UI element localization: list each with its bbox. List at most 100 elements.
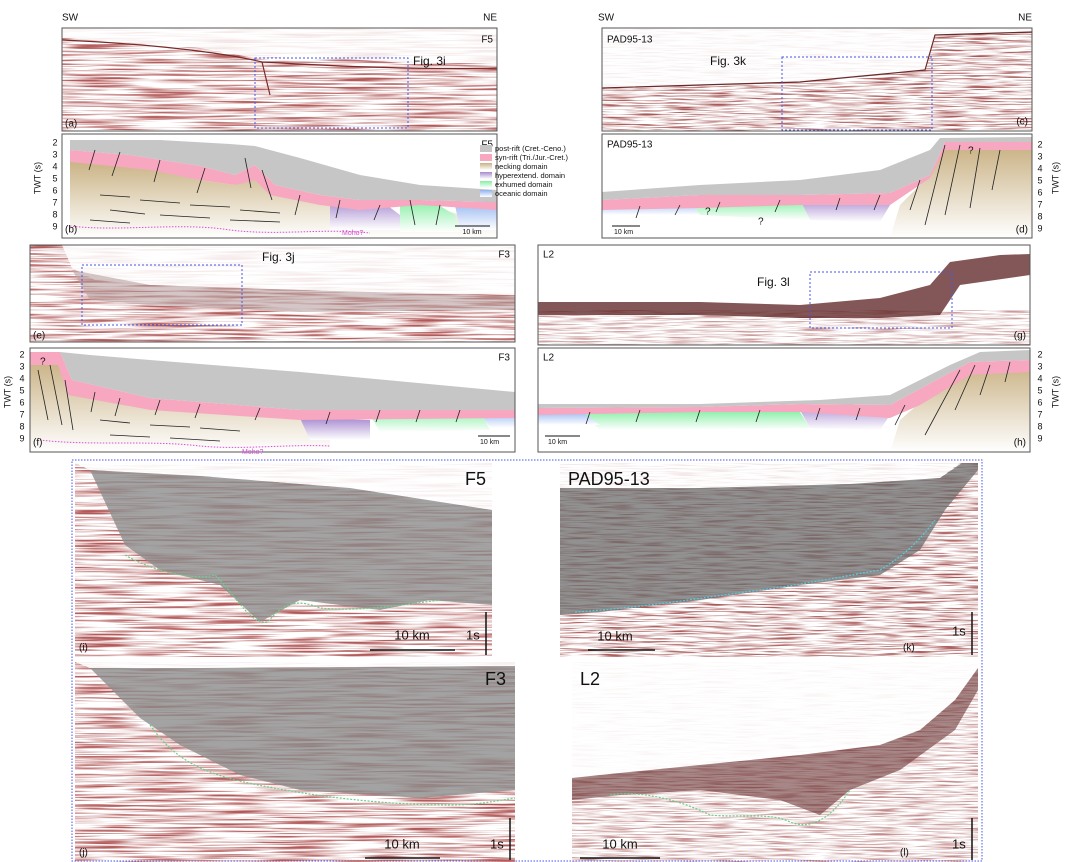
line-name: PAD95-13	[568, 469, 650, 489]
line-name: L2	[543, 353, 555, 364]
time-label: 1s	[952, 836, 966, 851]
twt-tick-label: 3	[1037, 151, 1042, 161]
legend-item: hyperextend. domain	[495, 171, 565, 180]
time-label: 1s	[952, 623, 966, 638]
callout-label: Fig. 3l	[757, 275, 790, 289]
query-mark: ?	[968, 146, 974, 157]
line-name: F3	[498, 250, 510, 261]
legend-item: oceanic domain	[495, 189, 548, 198]
scale-label: 10 km	[614, 229, 633, 236]
twt-tick-label: 8	[1037, 211, 1042, 221]
twt-tick-label: 2	[19, 349, 24, 359]
legend-swatch	[480, 190, 492, 197]
twt-tick-label: 5	[19, 385, 24, 395]
twt-tick-label: 3	[19, 361, 24, 371]
twt-tick-label: 4	[1037, 373, 1042, 383]
twt-axis: 2 3 4 5 6 7 8 9 TWT (s)	[2, 349, 24, 443]
line-name: PAD95-13	[607, 140, 653, 151]
legend-swatch	[480, 154, 492, 161]
legend-item: necking domain	[495, 162, 548, 171]
twt-tick-label: 5	[1037, 385, 1042, 395]
twt-tick-label: 6	[1037, 187, 1042, 197]
panel-letter: (f)	[33, 438, 42, 449]
orientation-left: SW	[62, 13, 79, 24]
legend-swatch	[480, 145, 492, 152]
twt-tick-label: 6	[52, 185, 57, 195]
panel-f: F3 ? Moho? 10 km (f)	[30, 348, 515, 456]
twt-tick-label: 4	[19, 373, 24, 383]
legend-item: syn-rift (Tri./Jur.-Cret.)	[495, 153, 569, 162]
scale-label: 10 km	[384, 836, 419, 851]
twt-tick-label: 3	[52, 149, 57, 159]
legend-swatch	[480, 172, 492, 179]
panel-e: F3 Fig. 3j (e)	[30, 245, 515, 342]
twt-tick-label: 5	[1037, 175, 1042, 185]
twt-tick-label: 4	[52, 161, 57, 171]
panel-d: PAD95-13 ? ? ? 10 km (d)	[602, 134, 1032, 238]
twt-tick-label: 8	[1037, 421, 1042, 431]
scale-label: 10 km	[394, 627, 429, 642]
line-name: L2	[580, 669, 600, 689]
twt-axis-label: TWT (s)	[32, 162, 42, 194]
twt-tick-label: 3	[1037, 361, 1042, 371]
time-label: 1s	[490, 836, 504, 851]
scale-label: 10 km	[597, 628, 632, 643]
twt-axis: 2 3 4 5 6 7 8 9 TWT (s)	[32, 137, 57, 231]
panel-a: F5 Fig. 3i (a)	[62, 28, 497, 131]
panel-letter: (k)	[903, 643, 915, 654]
twt-tick-label: 9	[1037, 433, 1042, 443]
panel-letter: (i)	[79, 643, 88, 654]
line-name: L2	[543, 250, 555, 261]
twt-tick-label: 2	[52, 137, 57, 147]
twt-axis-label: TWT (s)	[1050, 376, 1060, 408]
scale-label: 10 km	[602, 836, 637, 851]
scale-label: 10 km	[548, 439, 567, 446]
orientation-right: NE	[483, 13, 497, 24]
panel-letter: (c)	[1016, 117, 1028, 128]
callout-label: Fig. 3j	[262, 250, 295, 264]
query-mark: ?	[705, 207, 711, 218]
twt-tick-label: 6	[19, 397, 24, 407]
twt-tick-label: 9	[19, 433, 24, 443]
scale-label: 10 km	[462, 229, 481, 236]
twt-tick-label: 8	[52, 209, 57, 219]
panel-i: F5 10 km 1s (i)	[75, 463, 492, 657]
line-name: F3	[498, 353, 510, 364]
twt-tick-label: 4	[1037, 163, 1042, 173]
twt-tick-label: 7	[1037, 199, 1042, 209]
twt-tick-label: 2	[1037, 139, 1042, 149]
twt-tick-label: 5	[52, 173, 57, 183]
twt-tick-label: 9	[1037, 223, 1042, 233]
twt-tick-label: 7	[19, 409, 24, 419]
legend-swatch	[480, 163, 492, 170]
panel-g: L2 Fig. 3l (g)	[538, 245, 1030, 345]
panel-l: L2 10 km 1s (l)	[572, 662, 978, 862]
panel-letter: (g)	[1014, 331, 1026, 342]
twt-tick-label: 8	[19, 421, 24, 431]
line-name: PAD95-13	[607, 35, 653, 46]
callout-label: Fig. 3i	[413, 54, 446, 68]
twt-tick-label: 6	[1037, 397, 1042, 407]
panel-letter: (l)	[900, 848, 909, 859]
orientation-left: SW	[598, 13, 615, 24]
twt-axis-label: TWT (s)	[1050, 162, 1060, 194]
panel-letter: (h)	[1014, 438, 1026, 449]
twt-axis-label: TWT (s)	[2, 376, 12, 408]
twt-axis: 2 3 4 5 6 7 8 9 TWT (s)	[1037, 139, 1060, 233]
panel-j: F3 10 km 1s (j)	[75, 662, 515, 862]
panel-letter: (e)	[33, 331, 45, 342]
query-mark: ?	[758, 217, 764, 228]
twt-tick-label: 7	[52, 197, 57, 207]
panel-letter: (d)	[1016, 225, 1028, 236]
scale-label: 10 km	[480, 439, 499, 446]
panel-k: PAD95-13 10 km 1s (k)	[560, 463, 978, 657]
twt-tick-label: 2	[1037, 349, 1042, 359]
panel-letter: (j)	[79, 848, 88, 859]
line-name: F5	[465, 469, 486, 489]
callout-label: Fig. 3k	[710, 54, 747, 68]
panel-h: L2 10 km (h)	[538, 348, 1030, 452]
twt-tick-label: 9	[52, 221, 57, 231]
moho-label: Moho?	[342, 230, 364, 237]
panel-letter: (a)	[65, 119, 77, 130]
